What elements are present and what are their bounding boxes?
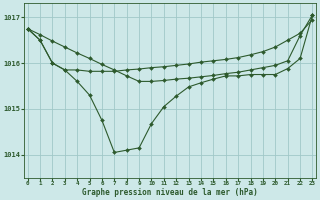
X-axis label: Graphe pression niveau de la mer (hPa): Graphe pression niveau de la mer (hPa): [82, 188, 258, 197]
